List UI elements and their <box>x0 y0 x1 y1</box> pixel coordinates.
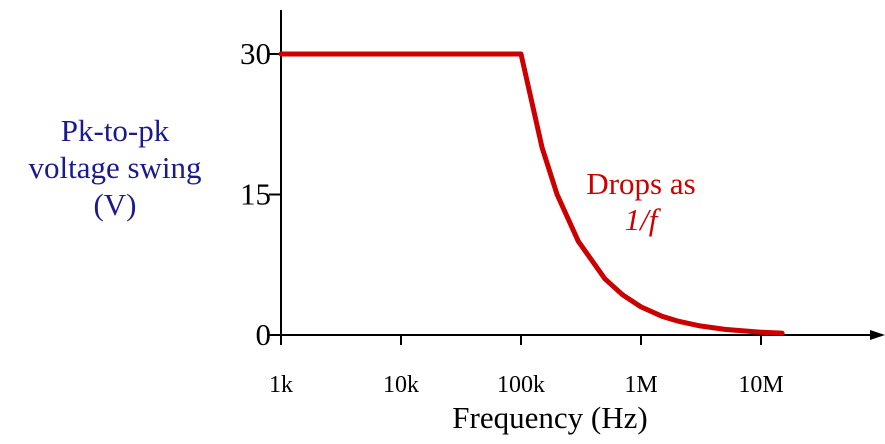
annotation-line-2: 1/f <box>624 202 658 237</box>
y-axis-title: Pk-to-pk voltage swing (V) <box>0 112 230 223</box>
y-axis-title-line-1: Pk-to-pk <box>60 113 170 148</box>
drops-annotation: Drops as 1/f <box>566 166 716 238</box>
x-tick-label: 10k <box>383 372 419 398</box>
y-axis-title-line-2: voltage swing <box>28 150 202 185</box>
series-line-0 <box>278 51 785 336</box>
y-axis-title-line-3: (V) <box>93 187 137 222</box>
ticks: 30 15 0 1k 10k 100k 1M 10M <box>240 36 784 398</box>
x-tick-label: 100k <box>497 372 545 398</box>
x-axis-arrowhead <box>870 330 885 340</box>
x-tick-label: 1M <box>624 372 657 398</box>
y-tick-label: 30 <box>240 36 271 71</box>
annotation-line-1: Drops as <box>586 166 696 201</box>
x-tick-label: 10M <box>738 372 783 398</box>
y-tick-label: 0 <box>256 317 272 352</box>
x-tick-label: 1k <box>269 372 293 398</box>
y-tick-label: 15 <box>240 177 271 212</box>
series-group <box>278 51 785 336</box>
x-axis-title: Frequency (Hz) <box>452 400 648 435</box>
